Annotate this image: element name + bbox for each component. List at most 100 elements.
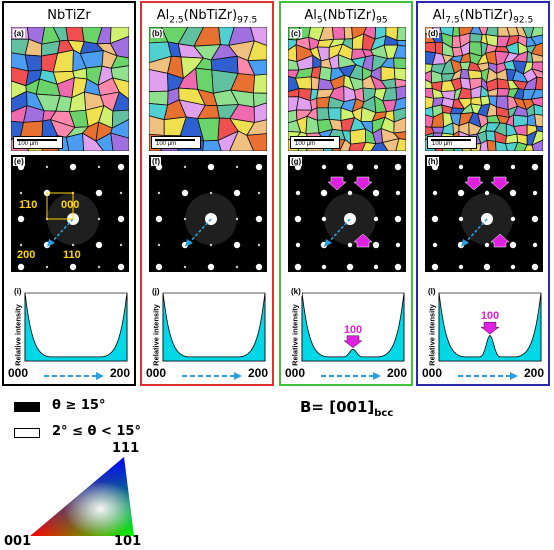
diffraction-spot xyxy=(235,265,239,269)
grain xyxy=(531,130,543,146)
diffraction-spot xyxy=(255,163,263,171)
grain xyxy=(505,141,519,151)
superlattice-arrow-marker xyxy=(490,233,510,248)
diffraction-spot xyxy=(531,215,539,223)
y-axis-label: Relative intensity xyxy=(13,304,23,366)
diffraction-spot xyxy=(69,163,77,171)
superlattice-arrow-marker xyxy=(353,176,373,191)
grain xyxy=(316,107,330,121)
diffraction-spot xyxy=(431,215,439,223)
panel-label: (d) xyxy=(427,29,440,38)
grain xyxy=(327,107,342,121)
grain xyxy=(393,57,406,70)
column-al7.5: Al7.5(NbTiZr)92.5 (d) 100 µm (h) 100 (l)… xyxy=(416,1,550,386)
axis-arrow xyxy=(458,372,518,380)
axis-start-label: 000 xyxy=(146,366,167,380)
spot-label-1-10: 1̄10 xyxy=(19,199,38,211)
grain xyxy=(110,55,129,69)
axis-start-label: 000 xyxy=(422,366,443,380)
diffraction-spot xyxy=(321,216,327,222)
diffraction-spot xyxy=(157,243,161,247)
diffraction-spot xyxy=(183,165,187,169)
grain xyxy=(530,42,543,57)
axis-arrow xyxy=(182,372,242,380)
grain xyxy=(530,52,543,63)
zone-axis-label: B= [001]bcc xyxy=(300,398,394,419)
column-title: Al5(NbTiZr)95 xyxy=(304,8,388,26)
diffraction-spot xyxy=(394,215,402,223)
profile-direction-arrowhead xyxy=(461,239,469,247)
column-title: Al7.5(NbTiZr)92.5 xyxy=(432,8,534,26)
grain xyxy=(65,132,85,151)
low-angle-legend-label: 2° ≤ θ < 15° xyxy=(52,424,141,439)
diffraction-spot xyxy=(510,216,516,222)
diffraction-spot xyxy=(532,190,538,196)
saed-pattern-g: (g) xyxy=(288,155,406,272)
saed-pattern-h: (h) xyxy=(425,155,543,272)
intensity-profile-i: (i) Relative intensity xyxy=(11,285,129,366)
superlattice-arrow-marker xyxy=(490,176,510,191)
y-axis-label: Relative intensity xyxy=(151,304,161,366)
diffraction-spot xyxy=(372,241,380,249)
diffraction-spot xyxy=(458,164,464,170)
profile-direction-arrow xyxy=(50,218,74,244)
diffraction-spot xyxy=(531,263,539,271)
profile-frame xyxy=(24,292,128,362)
column-al2.5: Al2.5(NbTiZr)97.5 (b) 100 µm (f) (j) Rel… xyxy=(140,1,274,386)
peak-100-label: 100 xyxy=(344,324,362,336)
intensity-profile-k: 100 (k) Relative intensity xyxy=(288,285,406,366)
scale-bar: 100 µm xyxy=(151,136,201,149)
grain xyxy=(246,119,267,136)
profile-direction-arrow xyxy=(327,218,351,244)
ipf-label-001: 001 xyxy=(4,534,32,549)
grain xyxy=(253,102,267,123)
panel-label: (k) xyxy=(290,287,302,296)
peak-100-label: 100 xyxy=(481,310,499,322)
ebsd-map-d: (d) 100 µm xyxy=(425,27,543,151)
diffraction-spot xyxy=(484,190,490,196)
column-title: Al2.5(NbTiZr)97.5 xyxy=(156,8,258,26)
spot-label-200: 200 xyxy=(17,249,36,261)
grain xyxy=(486,139,497,151)
diffraction-spot xyxy=(320,189,328,197)
scale-bar: 100 µm xyxy=(427,136,477,149)
diffraction-spot xyxy=(17,215,25,223)
diffraction-spot xyxy=(235,165,239,169)
diffraction-spot xyxy=(531,163,539,171)
diffraction-spot xyxy=(321,164,327,170)
column-al5: Al5(NbTiZr)95 (c) 100 µm (g) 100 (k) Rel… xyxy=(279,1,413,386)
spot-label-000: 000 xyxy=(61,199,80,211)
intensity-curve xyxy=(301,292,405,362)
diffraction-spot xyxy=(233,189,241,197)
panel-label: (e) xyxy=(13,157,25,166)
axis-end-label: 200 xyxy=(523,366,544,380)
diffraction-spot xyxy=(394,263,402,271)
intensity-profile-l: 100 (l) Relative intensity xyxy=(425,285,543,366)
diffraction-spot xyxy=(394,163,402,171)
diffraction-spot xyxy=(395,242,401,248)
y-axis-label: Relative intensity xyxy=(427,304,437,366)
diffraction-spot xyxy=(321,264,327,270)
grain xyxy=(95,132,114,151)
grain xyxy=(452,27,460,37)
column-title: NbTiZr xyxy=(47,8,91,23)
axis-end-label: 200 xyxy=(109,366,130,380)
ebsd-map-a: (a) 100 µm xyxy=(11,27,129,151)
grain xyxy=(394,78,406,89)
diffraction-spot xyxy=(373,264,379,270)
diffraction-spot xyxy=(457,189,465,197)
diffraction-spot xyxy=(458,264,464,270)
profile-direction-arrow xyxy=(464,218,488,244)
diffraction-spot xyxy=(71,243,75,247)
peak-arrow-marker xyxy=(480,321,500,335)
panel-label: (h) xyxy=(427,157,440,166)
diffraction-spot xyxy=(510,164,516,170)
diffraction-spot xyxy=(19,243,23,247)
diffraction-spot xyxy=(155,215,163,223)
diffraction-spot xyxy=(181,189,189,197)
scale-bar: 100 µm xyxy=(290,136,340,149)
grain xyxy=(393,117,406,134)
peak-arrow-marker xyxy=(343,335,363,349)
diffraction-spot xyxy=(235,217,239,221)
grain xyxy=(202,140,222,151)
